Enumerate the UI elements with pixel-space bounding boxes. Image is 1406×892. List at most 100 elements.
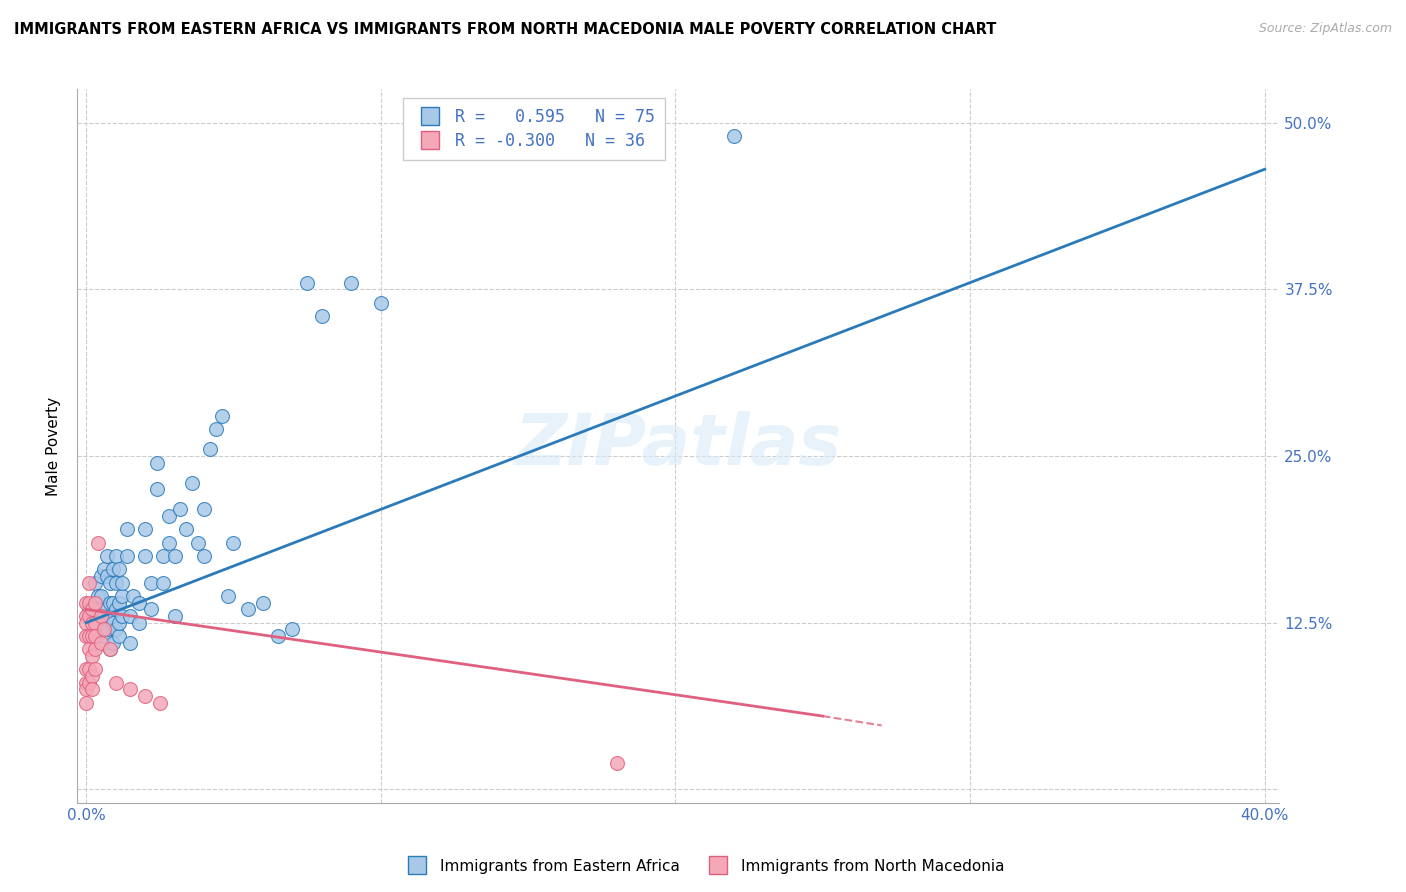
- Point: [104, 575, 127, 590]
- Point: [104, 675, 127, 690]
- Point: [84, 629, 107, 643]
- Point: [181, 475, 204, 490]
- Point: [80, 629, 103, 643]
- Point: [98, 642, 121, 657]
- Point: [80, 669, 103, 683]
- Point: [193, 502, 215, 516]
- Point: [84, 662, 107, 676]
- Point: [104, 602, 127, 616]
- Point: [128, 615, 150, 630]
- Point: [98, 609, 121, 624]
- Point: [149, 696, 172, 710]
- Text: Source: ZipAtlas.com: Source: ZipAtlas.com: [1258, 22, 1392, 36]
- Point: [134, 522, 156, 536]
- Point: [295, 276, 318, 290]
- Point: [75, 675, 97, 690]
- Point: [120, 682, 142, 697]
- Legend: Immigrants from Eastern Africa, Immigrants from North Macedonia: Immigrants from Eastern Africa, Immigran…: [395, 853, 1011, 880]
- Point: [75, 596, 97, 610]
- Point: [107, 596, 129, 610]
- Point: [90, 636, 112, 650]
- Point: [193, 549, 215, 563]
- Point: [75, 662, 97, 676]
- Point: [120, 609, 142, 624]
- Point: [128, 596, 150, 610]
- Point: [222, 535, 245, 549]
- Point: [101, 636, 124, 650]
- Legend: R =   0.595   N = 75, R = -0.300   N = 36: R = 0.595 N = 75, R = -0.300 N = 36: [404, 97, 665, 161]
- Point: [107, 615, 129, 630]
- Point: [84, 642, 107, 657]
- Point: [252, 596, 274, 610]
- Point: [211, 409, 233, 423]
- Point: [157, 509, 180, 524]
- Point: [101, 596, 124, 610]
- Point: [134, 689, 156, 703]
- Point: [107, 629, 129, 643]
- Point: [104, 549, 127, 563]
- Point: [311, 309, 333, 323]
- Point: [96, 602, 118, 616]
- Point: [90, 589, 112, 603]
- Point: [84, 596, 107, 610]
- Point: [101, 615, 124, 630]
- Point: [98, 596, 121, 610]
- Point: [80, 609, 103, 624]
- Point: [169, 502, 191, 516]
- Point: [152, 549, 174, 563]
- Point: [96, 623, 118, 637]
- Point: [77, 675, 100, 690]
- Point: [723, 128, 745, 143]
- Point: [80, 615, 103, 630]
- Point: [77, 575, 100, 590]
- Point: [340, 276, 363, 290]
- Point: [139, 602, 162, 616]
- Point: [98, 642, 121, 657]
- Point: [238, 602, 260, 616]
- Point: [84, 615, 107, 630]
- Point: [281, 623, 304, 637]
- Point: [80, 682, 103, 697]
- Point: [90, 609, 112, 624]
- Point: [87, 609, 110, 624]
- Point: [77, 596, 100, 610]
- Point: [96, 549, 118, 563]
- Point: [96, 569, 118, 583]
- Point: [204, 422, 226, 436]
- Point: [176, 522, 198, 536]
- Point: [122, 589, 145, 603]
- Point: [75, 609, 97, 624]
- Point: [87, 535, 110, 549]
- Point: [93, 562, 115, 576]
- Point: [110, 575, 132, 590]
- Point: [217, 589, 239, 603]
- Point: [75, 629, 97, 643]
- Point: [75, 682, 97, 697]
- Text: IMMIGRANTS FROM EASTERN AFRICA VS IMMIGRANTS FROM NORTH MACEDONIA MALE POVERTY C: IMMIGRANTS FROM EASTERN AFRICA VS IMMIGR…: [14, 22, 997, 37]
- Point: [163, 609, 186, 624]
- Point: [75, 696, 97, 710]
- Point: [157, 535, 180, 549]
- Point: [139, 575, 162, 590]
- Point: [98, 575, 121, 590]
- Point: [146, 456, 169, 470]
- Point: [198, 442, 221, 457]
- Point: [104, 623, 127, 637]
- Point: [77, 662, 100, 676]
- Point: [163, 549, 186, 563]
- Point: [120, 636, 142, 650]
- Point: [146, 483, 169, 497]
- Point: [84, 596, 107, 610]
- Point: [134, 549, 156, 563]
- Point: [75, 615, 97, 630]
- Point: [93, 623, 115, 637]
- Point: [87, 589, 110, 603]
- Point: [117, 522, 139, 536]
- Point: [90, 623, 112, 637]
- Point: [110, 609, 132, 624]
- Point: [80, 649, 103, 664]
- Point: [90, 569, 112, 583]
- Point: [110, 589, 132, 603]
- Point: [93, 629, 115, 643]
- Point: [187, 535, 209, 549]
